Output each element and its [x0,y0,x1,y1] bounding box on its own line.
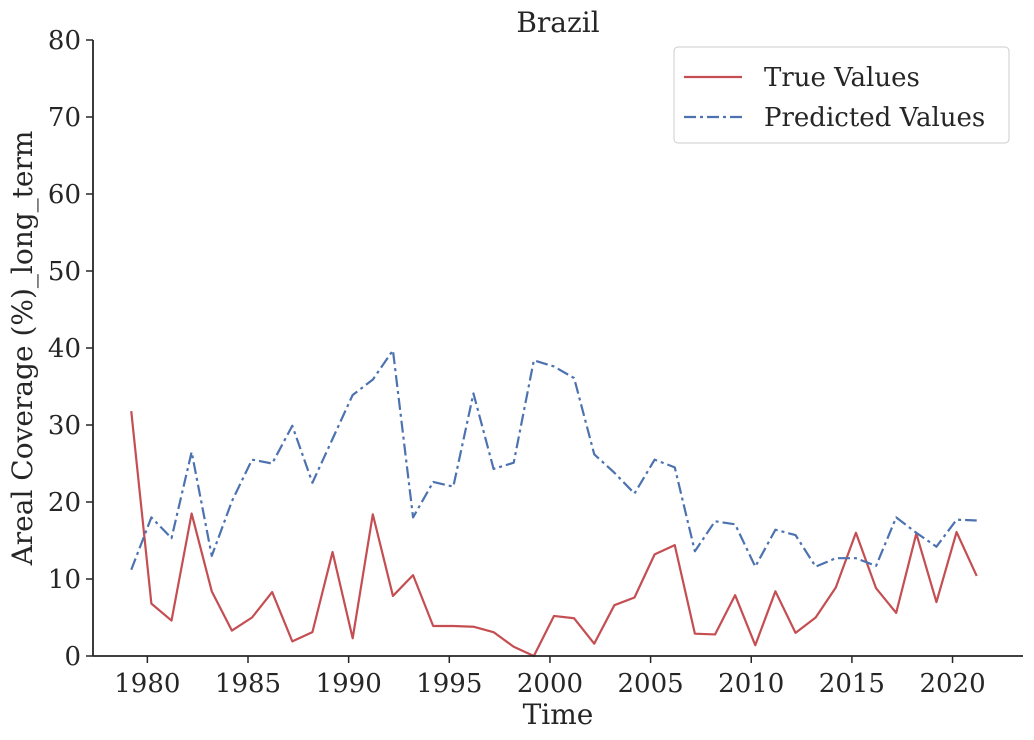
y-tick-label: 0 [64,642,81,672]
y-tick-label: 80 [48,26,81,56]
y-tick-label: 20 [48,488,81,518]
x-tick-label: 2000 [517,669,583,699]
y-axis-ticks: 0 10 20 30 40 50 60 70 80 [48,26,93,672]
x-tick-label: 2015 [819,669,885,699]
x-axis-title: Time [523,698,594,731]
x-axis-ticks: 1980 1985 1990 1995 2000 2005 2010 2015 2020 [114,656,986,699]
x-tick-label: 1980 [114,669,180,699]
y-tick-label: 40 [48,334,81,364]
x-tick-label: 1995 [416,669,482,699]
plot-lines [130,349,978,658]
y-axis-title: Areal Coverage (%)_long_term [6,131,39,567]
x-tick-label: 2010 [718,669,784,699]
x-tick-label: 2020 [919,669,985,699]
legend-label-true-values: True Values [764,63,920,93]
legend-label-predicted-values: Predicted Values [764,103,985,133]
chart-title: Brazil [516,6,599,39]
x-tick-label: 1985 [215,669,281,699]
y-tick-label: 60 [48,180,81,210]
y-tick-label: 70 [48,103,81,133]
y-tick-label: 50 [48,257,81,287]
x-tick-label: 2005 [618,669,684,699]
y-tick-label: 10 [48,565,81,595]
y-tick-label: 30 [48,411,81,441]
legend: True Values Predicted Values [673,46,1010,144]
series-line-predicted-values [130,349,977,571]
legend-frame [673,46,1010,144]
series-line-true-values [130,411,978,658]
x-tick-label: 1990 [316,669,382,699]
